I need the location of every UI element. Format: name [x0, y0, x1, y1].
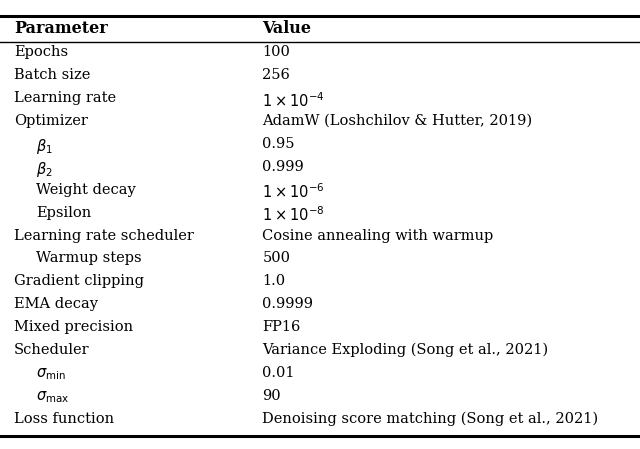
Text: FP16: FP16	[262, 320, 301, 334]
Text: 500: 500	[262, 251, 291, 265]
Text: Mixed precision: Mixed precision	[14, 320, 133, 334]
Text: 0.95: 0.95	[262, 137, 295, 151]
Text: Value: Value	[262, 20, 312, 37]
Text: 0.999: 0.999	[262, 160, 304, 174]
Text: Epsilon: Epsilon	[36, 206, 92, 220]
Text: $1 \times 10^{-6}$: $1 \times 10^{-6}$	[262, 183, 325, 202]
Text: Learning rate: Learning rate	[14, 91, 116, 105]
Text: Gradient clipping: Gradient clipping	[14, 274, 144, 288]
Text: 100: 100	[262, 45, 291, 59]
Text: Batch size: Batch size	[14, 68, 90, 82]
Text: Cosine annealing with warmup: Cosine annealing with warmup	[262, 229, 493, 242]
Text: $\beta_2$: $\beta_2$	[36, 160, 53, 179]
Text: $1 \times 10^{-8}$: $1 \times 10^{-8}$	[262, 206, 325, 224]
Text: 0.9999: 0.9999	[262, 297, 314, 311]
Text: 90: 90	[262, 389, 281, 403]
Text: Epochs: Epochs	[14, 45, 68, 59]
Text: Denoising score matching (Song et al., 2021): Denoising score matching (Song et al., 2…	[262, 412, 598, 426]
Text: Warmup steps: Warmup steps	[36, 251, 142, 265]
Text: Scheduler: Scheduler	[14, 343, 90, 357]
Text: $\sigma_{\mathrm{min}}$: $\sigma_{\mathrm{min}}$	[36, 366, 66, 382]
Text: Learning rate scheduler: Learning rate scheduler	[14, 229, 194, 242]
Text: 256: 256	[262, 68, 291, 82]
Text: Optimizer: Optimizer	[14, 114, 88, 128]
Text: AdamW (Loshchilov & Hutter, 2019): AdamW (Loshchilov & Hutter, 2019)	[262, 114, 532, 128]
Text: $1 \times 10^{-4}$: $1 \times 10^{-4}$	[262, 91, 325, 110]
Text: 0.01: 0.01	[262, 366, 295, 380]
Text: Parameter: Parameter	[14, 20, 108, 37]
Text: $\sigma_{\mathrm{max}}$: $\sigma_{\mathrm{max}}$	[36, 389, 70, 405]
Text: Loss function: Loss function	[14, 412, 114, 426]
Text: 1.0: 1.0	[262, 274, 285, 288]
Text: EMA decay: EMA decay	[14, 297, 98, 311]
Text: Variance Exploding (Song et al., 2021): Variance Exploding (Song et al., 2021)	[262, 343, 548, 357]
Text: Weight decay: Weight decay	[36, 183, 136, 197]
Text: $\beta_1$: $\beta_1$	[36, 137, 53, 156]
